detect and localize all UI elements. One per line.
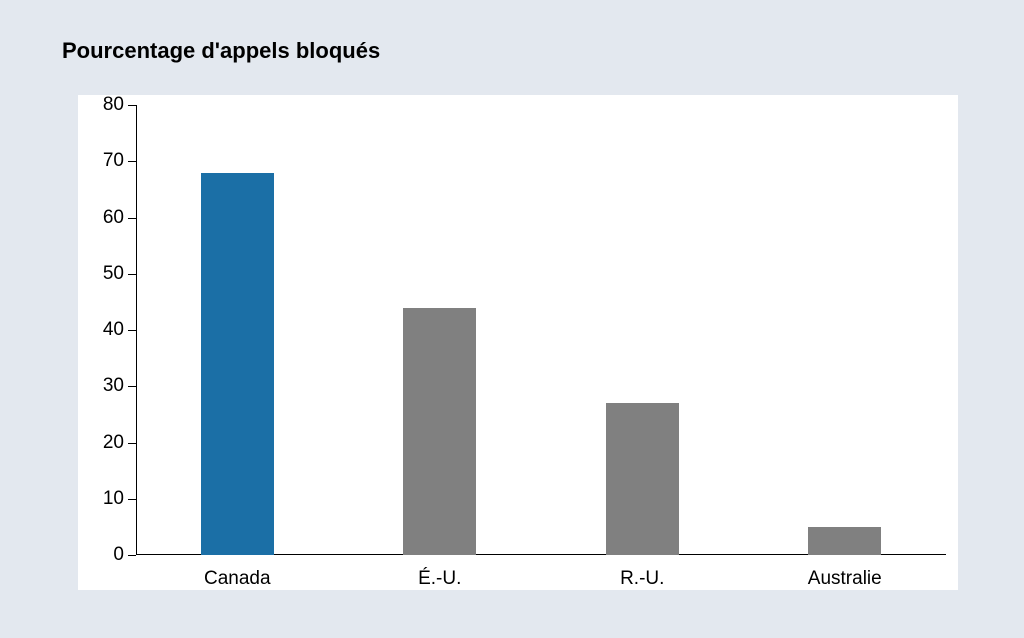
- y-axis-label: 40: [78, 319, 124, 341]
- bar: [201, 173, 274, 556]
- y-tick: [128, 555, 136, 556]
- y-axis-label: 30: [78, 375, 124, 397]
- y-axis-label: 0: [78, 544, 124, 566]
- bar: [808, 527, 881, 555]
- y-tick: [128, 218, 136, 219]
- y-tick: [128, 330, 136, 331]
- x-axis-label: R.-U.: [541, 568, 744, 590]
- x-axis-label: É.-U.: [339, 568, 542, 590]
- y-axis-label: 80: [78, 94, 124, 116]
- y-tick: [128, 499, 136, 500]
- x-axis-label: Australie: [744, 568, 947, 590]
- chart-title: Pourcentage d'appels bloqués: [62, 38, 380, 64]
- bar: [606, 403, 679, 555]
- y-tick: [128, 386, 136, 387]
- y-tick: [128, 161, 136, 162]
- y-tick: [128, 443, 136, 444]
- bar: [403, 308, 476, 556]
- y-axis-label: 10: [78, 488, 124, 510]
- y-axis-label: 50: [78, 263, 124, 285]
- y-axis-label: 60: [78, 207, 124, 229]
- chart-area: 0 10 20 30 40 50 60 70 80 CanadaÉ.-U.R.-U.Austra…: [78, 95, 958, 590]
- x-axis-label: Canada: [136, 568, 339, 590]
- y-axis-label: 20: [78, 432, 124, 454]
- y-axis-label: 70: [78, 150, 124, 172]
- y-tick: [128, 105, 136, 106]
- y-tick: [128, 274, 136, 275]
- y-axis: [136, 105, 137, 555]
